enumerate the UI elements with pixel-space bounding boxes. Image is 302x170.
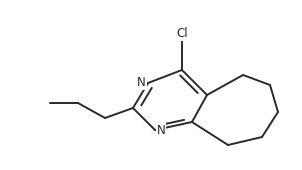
Text: N: N: [137, 76, 146, 89]
Text: N: N: [157, 123, 166, 137]
Text: Cl: Cl: [176, 27, 188, 40]
